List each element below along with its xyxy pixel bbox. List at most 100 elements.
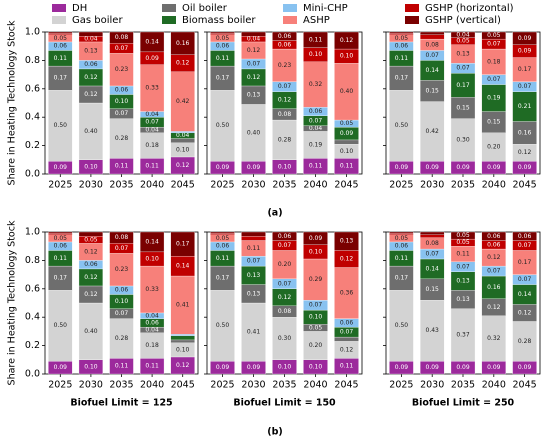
caption: (b) [267, 427, 282, 438]
data-label: 0.17 [216, 275, 230, 282]
bar-segment [48, 233, 73, 235]
data-label: 0.11 [54, 255, 68, 262]
bar-segment [420, 34, 445, 40]
data-label: 0.20 [487, 144, 501, 151]
data-label: 0.10 [278, 163, 292, 170]
data-label: 0.05 [456, 239, 470, 246]
legend-swatch [52, 4, 66, 12]
bar-segment [48, 31, 73, 34]
data-label: 0.06 [84, 61, 98, 68]
data-label: 0.04 [309, 125, 323, 132]
data-label: 0.12 [278, 97, 292, 104]
bar-segment [420, 231, 445, 235]
data-label: 0.50 [54, 322, 68, 329]
y-tick-label: 0.2 [25, 340, 40, 351]
data-label: 0.07 [340, 329, 354, 336]
data-label: 0.11 [395, 255, 409, 262]
legend-label: Mini-CHP [303, 3, 348, 14]
data-label: 0.06 [278, 233, 292, 240]
data-label: 0.06 [84, 261, 98, 268]
data-label: 0.07 [456, 65, 470, 72]
data-label: 0.05 [216, 235, 230, 242]
data-label: 0.13 [247, 92, 261, 99]
data-label: 0.15 [487, 119, 501, 126]
bar-segment [420, 300, 445, 362]
bar-segment [512, 91, 537, 122]
y-tick-label: 0.6 [25, 283, 40, 294]
data-label: 0.09 [518, 164, 532, 171]
data-label: 0.23 [278, 62, 292, 69]
data-label: 0.12 [340, 255, 354, 262]
data-label: 0.08 [278, 111, 292, 118]
data-label: 0.05 [456, 38, 470, 45]
data-label: 0.04 [145, 126, 159, 133]
data-label: 0.09 [426, 364, 440, 371]
data-label: 0.12 [518, 149, 532, 156]
bar-segment [210, 33, 235, 35]
data-label: 0.11 [145, 163, 159, 170]
data-label: 0.36 [340, 290, 354, 297]
data-label: 0.33 [145, 85, 159, 92]
data-label: 0.09 [518, 364, 532, 371]
data-label: 0.05 [54, 35, 68, 42]
bar-segment [241, 236, 266, 241]
y-tick-label: 0.0 [25, 169, 40, 180]
bar-segment [334, 31, 359, 50]
data-label: 0.17 [54, 75, 68, 82]
data-label: 0.12 [340, 37, 354, 44]
bar-segment [450, 308, 476, 362]
bar-segment [450, 231, 476, 240]
data-label: 0.40 [84, 128, 98, 135]
x-tick-label: 2035 [272, 180, 296, 191]
y-tick-label: 0.8 [25, 255, 40, 266]
data-label: 0.15 [426, 286, 440, 293]
y-tick-label: 0.8 [25, 55, 40, 66]
legend-swatch [405, 16, 419, 24]
data-label: 0.50 [216, 322, 230, 329]
data-label: 0.14 [145, 38, 159, 45]
data-label: 0.04 [456, 31, 470, 38]
y-tick-label: 0.4 [25, 112, 40, 123]
data-label: 0.28 [115, 135, 129, 142]
data-label: 0.28 [278, 136, 292, 143]
data-label: 0.50 [54, 122, 68, 129]
legend-swatch [162, 16, 176, 24]
data-label: 0.08 [115, 34, 129, 41]
data-label: 0.11 [145, 363, 159, 370]
data-label: 0.11 [216, 255, 230, 262]
data-label: 0.04 [145, 326, 159, 333]
data-label: 0.41 [247, 329, 261, 336]
data-label: 0.13 [84, 48, 98, 55]
data-label: 0.09 [54, 364, 68, 371]
y-tick-label: 0.6 [25, 83, 40, 94]
bar-segment [512, 321, 537, 362]
data-label: 0.20 [278, 261, 292, 268]
data-label: 0.08 [426, 240, 440, 247]
bar-segment [389, 290, 414, 362]
x-tick-label: 2030 [79, 180, 103, 191]
data-label: 0.09 [395, 164, 409, 171]
data-label: 0.10 [145, 255, 159, 262]
data-label: 0.05 [84, 236, 98, 243]
data-label: 0.07 [309, 302, 323, 309]
bar-segment [48, 33, 73, 35]
data-label: 0.09 [518, 35, 532, 42]
bar-segment [170, 131, 195, 133]
data-label: 0.07 [487, 76, 501, 83]
data-label: 0.06 [340, 319, 354, 326]
data-label: 0.13 [340, 238, 354, 245]
data-label: 0.07 [518, 276, 532, 283]
data-label: 0.40 [84, 328, 98, 335]
data-label: 0.09 [216, 364, 230, 371]
x-tick-label: 2030 [241, 180, 265, 191]
data-label: 0.42 [426, 128, 440, 135]
data-label: 0.10 [309, 248, 323, 255]
data-label: 0.06 [216, 43, 230, 50]
data-label: 0.09 [309, 235, 323, 242]
bar-segment [303, 31, 328, 48]
data-label: 0.40 [340, 88, 354, 95]
data-label: 0.07 [278, 242, 292, 249]
x-tick-label: 2035 [109, 180, 133, 191]
data-label: 0.17 [456, 82, 470, 89]
data-label: 0.12 [84, 74, 98, 81]
